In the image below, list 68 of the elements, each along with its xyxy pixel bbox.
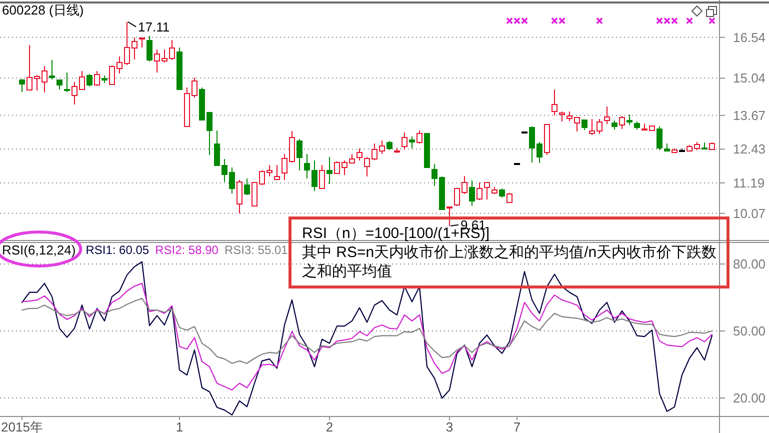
candlestick [626,114,632,126]
candlestick [559,111,565,122]
candlestick [446,206,452,226]
candlestick [386,140,392,150]
annotation: 其中 RS=n天内收市价上涨数之和的平均值/n天内收市价下跌数之和的平均值 [302,244,717,280]
candlestick [416,130,422,144]
series-label: RSI1: 60.05 [86,243,150,257]
candlestick [709,142,715,150]
y-tick-label: 13.67 [733,108,766,123]
candlestick [19,78,25,92]
y-tick-label: 11.19 [733,175,765,190]
candlestick [296,138,302,172]
candlestick [544,124,550,156]
line-series [21,282,713,391]
y-tick-label: 15.04 [733,70,766,86]
candlestick [672,148,678,154]
candlestick [326,156,332,184]
candlestick [146,36,152,62]
candlestick [319,164,325,190]
candlestick [702,142,708,150]
y-tick-label: 80.00 [733,256,766,272]
candlestick [582,119,588,131]
chart-title: 600228 (日线) [2,2,84,18]
candlestick [492,186,498,195]
candlestick [56,79,62,90]
chart-title: RSI(6,12,24) [2,242,76,258]
x-tick-label: 2015年 [1,420,43,433]
candlestick [476,182,482,201]
candlestick [244,178,250,196]
candlestick [86,74,92,88]
y-tick-label: 50.00 [733,324,766,338]
x-tick-label: 7 [513,420,521,433]
candlestick [394,147,400,154]
y-tick-label: 20.00 [733,390,766,406]
candlestick [506,192,512,204]
candlestick [102,74,108,84]
candlestick [402,132,408,150]
candlestick [469,180,475,206]
candlestick [484,181,490,200]
candlestick [656,126,662,150]
candlestick [409,136,415,149]
candlestick [176,46,182,90]
candlestick [139,37,145,48]
candlestick [64,72,70,92]
candlestick [634,121,640,130]
y-tick-label: 10.07 [733,206,766,221]
candlestick [619,115,625,130]
candlestick [424,132,430,168]
x-tick-label: 1 [176,420,184,433]
y-tick-label: 16.54 [733,30,766,45]
candlestick [49,59,55,80]
candlestick [274,164,280,180]
candlestick [236,180,242,214]
candlestick [499,188,505,198]
candlestick [612,120,618,130]
x-tick-label: 3 [446,420,454,433]
annotation: 17.11 [138,19,170,34]
text: RSI3: 55.01 [224,243,288,257]
candlestick [552,88,558,116]
candlestick [664,142,670,152]
candlestick [356,148,362,162]
candlestick [679,148,685,152]
x-tick-label: 2 [326,420,334,433]
candlestick [604,106,610,125]
y-tick-label: 12.43 [733,142,766,157]
line-series [21,261,713,416]
candlestick [94,70,100,87]
text: RSI2: 58.90 [155,243,219,257]
